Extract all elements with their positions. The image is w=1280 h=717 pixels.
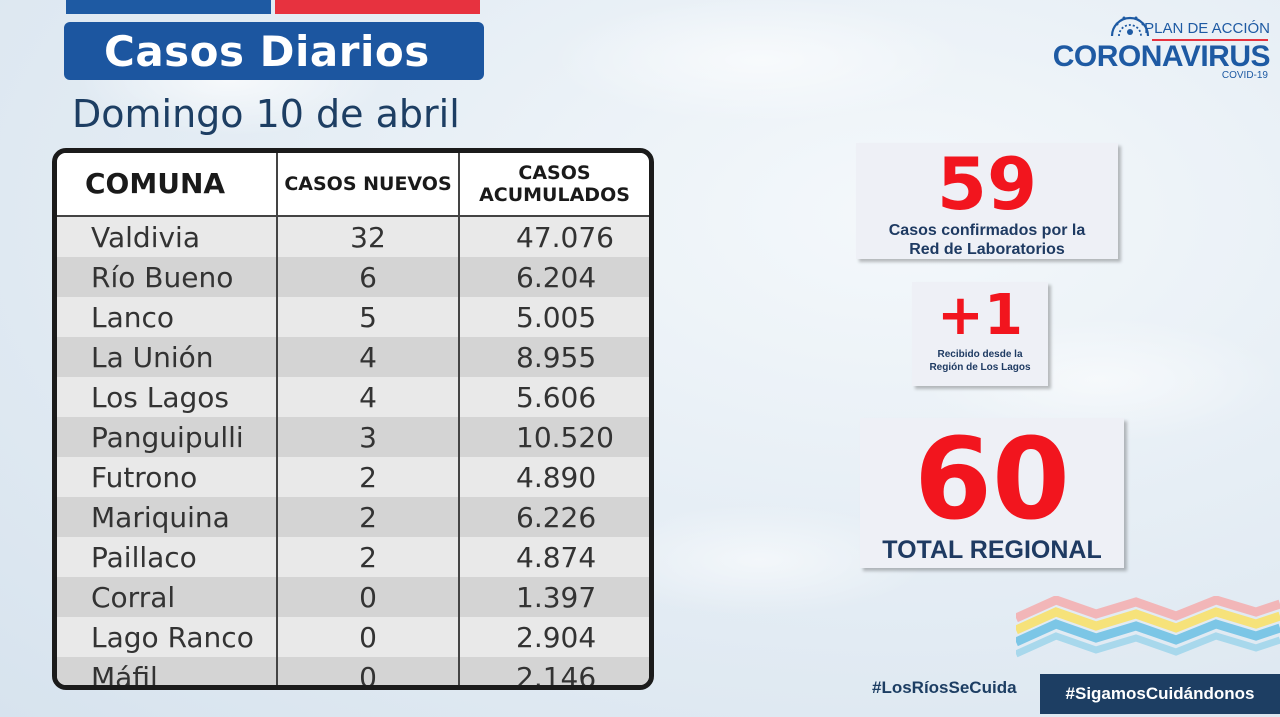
casos-acumulados-cell: 5.606 [459,377,649,417]
table-row: Futrono 2 4.890 [57,457,649,497]
casos-nuevos-cell: 4 [277,337,460,377]
comuna-cell: La Unión [57,337,278,377]
casos-nuevos-cell: 5 [277,297,460,337]
received-cases-box: +1 Recibido desde la Región de Los Lagos [912,282,1048,386]
casos-nuevos-cell: 0 [277,577,460,617]
table-row: Lanco 5 5.005 [57,297,649,337]
casos-acumulados-cell: 6.226 [459,497,649,537]
logo-line3: COVID-19 [1221,70,1268,81]
received-caption-1: Recibido desde la [937,349,1023,360]
comuna-cell: Panguipulli [57,417,278,457]
comuna-cell: Corral [57,577,278,617]
logo-line2: CORONAVIRUS [1052,40,1271,73]
casos-nuevos-cell: 2 [277,457,460,497]
received-value: +1 [937,283,1023,348]
date-subtitle: Domingo 10 de abril [72,92,460,136]
casos-acumulados-cell: 4.874 [459,537,649,577]
casos-nuevos-cell: 6 [277,257,460,297]
casos-acumulados-cell: 5.005 [459,297,649,337]
cases-table: COMUNA CASOS NUEVOS CASOS ACUMULADOS Val… [52,148,654,690]
table-row: Valdivia 32 47.076 [57,216,649,257]
header-casos-nuevos: CASOS NUEVOS [277,153,460,217]
header-casos-acumulados: CASOS ACUMULADOS [459,153,649,217]
casos-nuevos-cell: 4 [277,377,460,417]
casos-acumulados-cell: 1.397 [459,577,649,617]
casos-nuevos-cell: 2 [277,497,460,537]
table-row: Lago Ranco 0 2.904 [57,617,649,657]
plan-coronavirus-logo: PLAN DE ACCIÓN CORONAVIRUS COVID-19 [1046,12,1274,84]
logo-line1: PLAN DE ACCIÓN [1144,20,1270,37]
casos-acumulados-cell: 2.904 [459,617,649,657]
confirmed-value: 59 [936,142,1038,226]
wave-stripes-decoration [1016,596,1280,658]
casos-nuevos-cell: 2 [277,537,460,577]
casos-acumulados-cell: 2.146 [459,657,649,685]
casos-acumulados-cell: 4.890 [459,457,649,497]
table-row: Corral 0 1.397 [57,577,649,617]
casos-acumulados-cell: 6.204 [459,257,649,297]
casos-nuevos-cell: 32 [277,216,460,257]
table-body: Valdivia 32 47.076 Río Bueno 6 6.204 Lanco 5 5.0… [57,216,649,685]
total-value: 60 [914,415,1070,545]
comuna-cell: Lago Ranco [57,617,278,657]
header-comuna: COMUNA [57,153,278,217]
comuna-cell: Río Bueno [57,257,278,297]
table-row: Los Lagos 4 5.606 [57,377,649,417]
received-caption-2: Región de Los Lagos [929,362,1031,373]
table-row: Río Bueno 6 6.204 [57,257,649,297]
casos-acumulados-cell: 8.955 [459,337,649,377]
table-row: Paillaco 2 4.874 [57,537,649,577]
hashtag-losrios: #LosRíosSeCuida [872,678,1017,697]
seal-icon [1110,16,1150,37]
comuna-cell: Valdivia [57,216,278,257]
table-row: Panguipulli 3 10.520 [57,417,649,457]
comuna-cell: Lanco [57,297,278,337]
hashtag-sigamos: #SigamosCuidándonos [1040,674,1280,714]
casos-acumulados-cell: 47.076 [459,216,649,257]
total-regional-box: 60 TOTAL REGIONAL [860,418,1124,568]
comuna-cell: Futrono [57,457,278,497]
total-caption: TOTAL REGIONAL [882,536,1102,564]
comuna-cell: Máfil [57,657,278,685]
page-title: Casos Diarios [104,26,430,76]
casos-nuevos-cell: 0 [277,657,460,685]
casos-acumulados-cell: 10.520 [459,417,649,457]
table-row: Máfil 0 2.146 [57,657,649,685]
casos-nuevos-cell: 0 [277,617,460,657]
table-row: Mariquina 2 6.226 [57,497,649,537]
header-acum-line2: ACUMULADOS [479,184,630,206]
casos-nuevos-cell: 3 [277,417,460,457]
title-banner: Casos Diarios [64,22,484,80]
confirmed-caption-2: Red de Laboratorios [909,241,1065,258]
comuna-cell: Los Lagos [57,377,278,417]
header-acum-line1: CASOS [518,162,591,184]
confirmed-caption-1: Casos confirmados por la [888,222,1086,239]
comuna-cell: Paillaco [57,537,278,577]
top-flag-stripe [66,0,480,14]
confirmed-cases-box: 59 Casos confirmados por la Red de Labor… [856,143,1118,259]
comuna-cell: Mariquina [57,497,278,537]
table-row: La Unión 4 8.955 [57,337,649,377]
